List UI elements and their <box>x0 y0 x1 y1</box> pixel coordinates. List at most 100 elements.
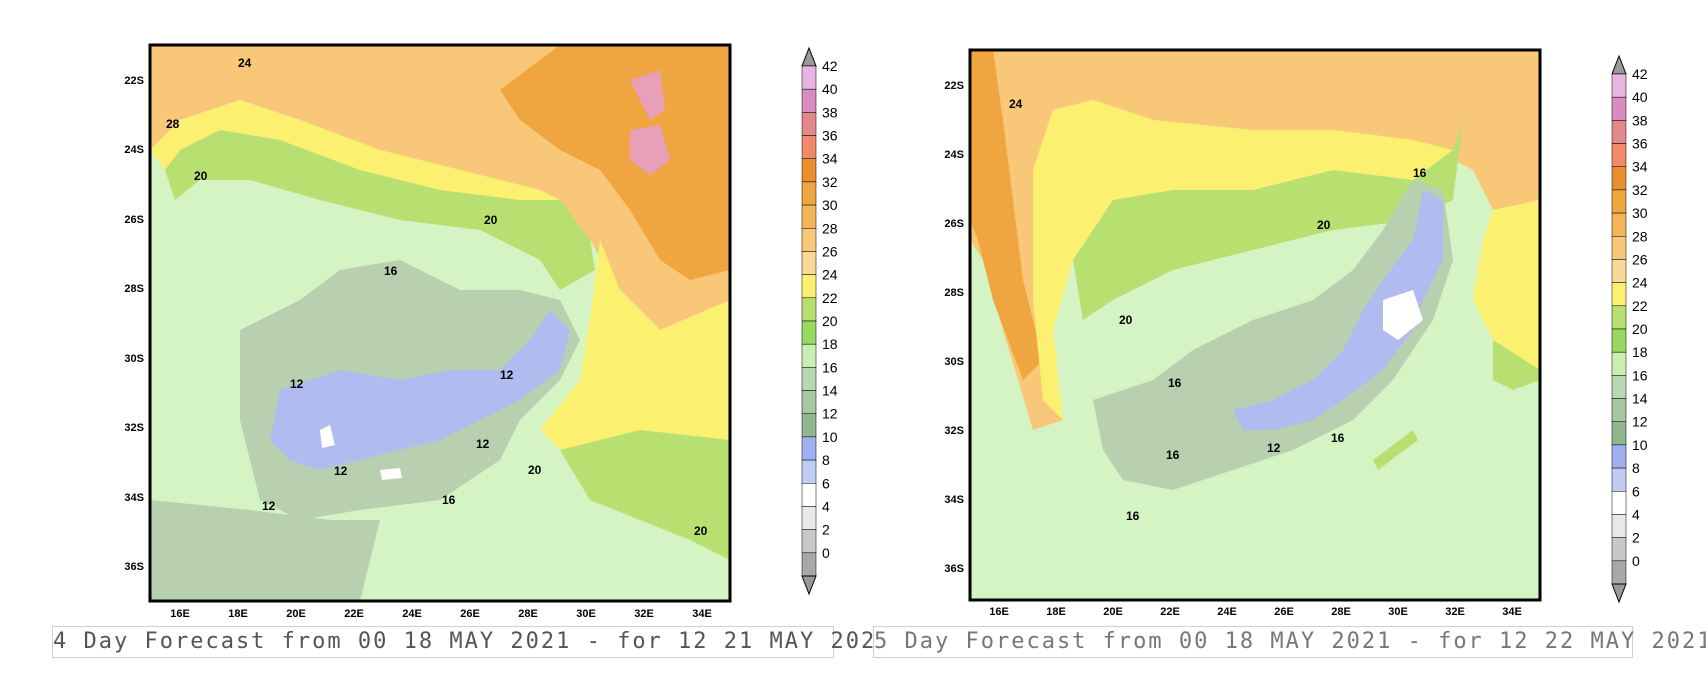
colorbar-level-label: 22 <box>822 290 838 306</box>
lon-label: 26E <box>1274 606 1294 618</box>
lon-label: 26E <box>460 608 480 620</box>
green-band <box>1073 120 1463 320</box>
contour-label: 12 <box>290 377 304 391</box>
contour-label: 12 <box>500 368 514 382</box>
lat-label: 26S <box>124 214 144 226</box>
lat-label: 30S <box>944 356 964 368</box>
lat-label: 30S <box>124 353 144 365</box>
contour-label: 12 <box>262 499 276 513</box>
colorbar-level-label: 20 <box>822 313 838 329</box>
colorbar-level-label: 36 <box>1632 136 1648 152</box>
temperature-map-day4: 22S 24S 26S 28S 30S 32S 34S 36S 16E 18E … <box>124 43 732 620</box>
colorbar: 42 40 38 36 34 32 30 28 26 24 22 20 18 16 14 12 10 8 6 4 2 0 <box>1608 54 1688 604</box>
forecast-panel-day5: 22S 24S 26S 28S 30S 32S 34S 36S 16E 18E … <box>853 0 1706 682</box>
colorbar-swatch <box>801 65 817 90</box>
temperature-map-day5: 22S 24S 26S 28S 30S 32S 34S 36S 16E 18E … <box>944 48 1542 618</box>
colorbar-level-label: 24 <box>822 267 838 283</box>
green-east <box>560 430 730 560</box>
colorbar-level-label: 40 <box>1632 89 1648 105</box>
colorbar-swatch <box>801 413 817 438</box>
lon-label: 24E <box>402 608 422 620</box>
lon-label: 20E <box>1103 606 1123 618</box>
colorbar-swatch <box>801 228 817 252</box>
southwest-grey <box>150 500 380 601</box>
colorbar-swatch <box>1611 259 1627 283</box>
forecast-caption: 4 Day Forecast from 00 18 MAY 2021 - for… <box>52 626 889 658</box>
colorbar-swatch <box>801 459 817 484</box>
colorbar-swatch <box>1611 421 1627 446</box>
colorbar-level-label: 14 <box>1632 391 1648 407</box>
lat-label: 28S <box>124 283 144 295</box>
lat-label: 32S <box>944 425 964 437</box>
colorbar-extend-top <box>801 46 817 67</box>
colorbar-extend-bottom <box>801 575 817 596</box>
coldest-spot <box>1383 290 1423 340</box>
lon-label: 22E <box>344 608 364 620</box>
contour-label: 20 <box>528 463 542 477</box>
colorbar-level-label: 40 <box>822 81 838 97</box>
green-band <box>165 130 595 290</box>
colorbar-swatch <box>801 367 817 391</box>
colorbar-swatch <box>801 343 817 368</box>
lat-label: 32S <box>124 422 144 434</box>
lat-label: 22S <box>944 80 964 92</box>
lon-label: 16E <box>989 606 1009 618</box>
lat-label: 34S <box>124 492 144 504</box>
colorbar-level-label: 18 <box>822 336 838 352</box>
colorbar-swatch <box>1611 166 1627 191</box>
colorbar-level-label: 24 <box>1632 275 1648 291</box>
green-east <box>1493 340 1540 390</box>
contour-label: 16 <box>1331 431 1345 445</box>
colorbar-swatch <box>801 436 817 461</box>
colorbar-swatch <box>801 181 817 206</box>
lon-label: 18E <box>228 608 248 620</box>
colorbar-level-label: 0 <box>1632 553 1640 569</box>
colorbar-swatch <box>801 135 817 159</box>
lon-label: 20E <box>286 608 306 620</box>
contour-label: 24 <box>1009 97 1023 111</box>
colorbar-level-label: 6 <box>1632 483 1640 499</box>
lon-label: 32E <box>1445 606 1465 618</box>
colorbar-swatch <box>801 506 817 530</box>
colorbar-swatch <box>801 483 817 507</box>
colorbar-swatch <box>1611 560 1627 585</box>
colorbar-swatch <box>801 297 817 322</box>
yellow-band <box>1033 100 1453 420</box>
colorbar-level-label: 42 <box>822 58 838 74</box>
colorbar-swatch <box>1611 212 1627 237</box>
colorbar-swatch <box>801 88 817 113</box>
colorbar-swatch <box>801 552 817 577</box>
contour-label: 20 <box>1119 313 1133 327</box>
colorbar-level-label: 20 <box>1632 321 1648 337</box>
colorbar-level-label: 30 <box>822 197 838 213</box>
contour-label: 28 <box>166 117 180 131</box>
colorbar-level-label: 4 <box>822 498 830 514</box>
colorbar-swatch <box>1611 467 1627 492</box>
colorbar-swatch <box>801 320 817 345</box>
yellow-band <box>150 100 560 200</box>
colorbar-level-label: 30 <box>1632 205 1648 221</box>
colorbar-level-label: 42 <box>1632 66 1648 82</box>
colorbar-swatch <box>1611 189 1627 214</box>
colorbar-swatch <box>1611 328 1627 353</box>
colorbar-swatch <box>1611 398 1627 422</box>
lat-label: 36S <box>124 561 144 573</box>
forecast-panel-day4: 22S 24S 26S 28S 30S 32S 34S 36S 16E 18E … <box>52 43 889 658</box>
colorbar-swatch <box>1611 444 1627 469</box>
lon-label: 34E <box>692 608 712 620</box>
colorbar-level-label: 12 <box>1632 414 1648 430</box>
contour-label: 16 <box>1166 448 1180 462</box>
colorbar-extend-bottom <box>1611 583 1627 604</box>
colorbar-level-label: 16 <box>1632 367 1648 383</box>
colorbar-level-label: 2 <box>822 522 830 538</box>
map-frame <box>148 43 732 603</box>
colorbar-level-label: 8 <box>1632 460 1640 476</box>
colorbar-level-label: 34 <box>822 151 838 167</box>
colorbar-swatch <box>801 529 817 554</box>
colorbar-swatch <box>1611 73 1627 98</box>
colorbar-level-label: 34 <box>1632 159 1648 175</box>
warm-region <box>970 50 1540 430</box>
contour-label: 12 <box>334 464 348 478</box>
colorbar-swatch <box>1611 96 1627 121</box>
colorbar-swatch <box>1611 491 1627 515</box>
